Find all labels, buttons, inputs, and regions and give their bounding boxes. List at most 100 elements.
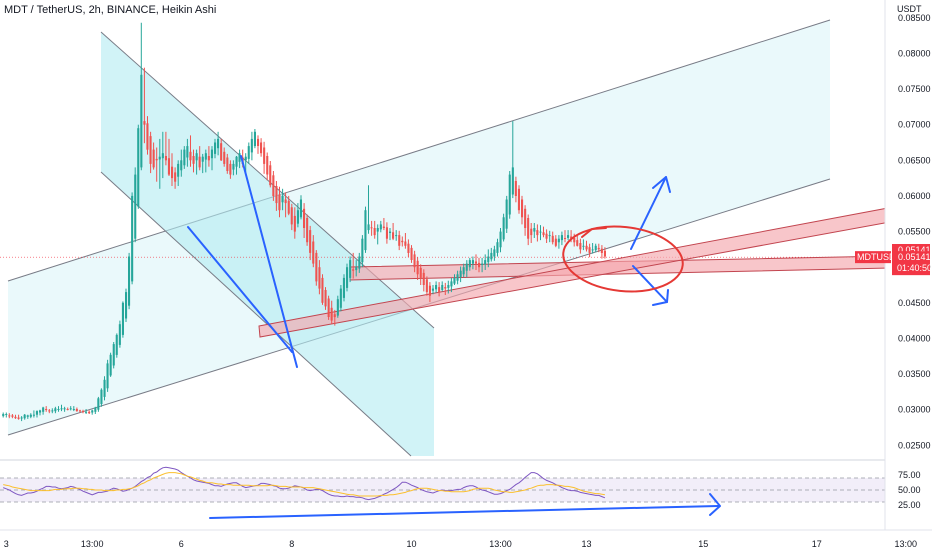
rising-channel-fill	[8, 20, 830, 435]
candle-body	[444, 287, 447, 289]
candle-body	[275, 186, 278, 204]
time-tick-label: 17	[812, 539, 822, 549]
rising-channel-top	[7, 19, 831, 282]
candle-body	[373, 228, 376, 236]
candle-body	[278, 194, 281, 211]
rsi-divergence-line	[209, 505, 719, 519]
candle-body	[392, 232, 395, 239]
candle-body	[11, 415, 14, 417]
candle-body	[321, 277, 324, 303]
rsi-ma-line	[3, 472, 605, 497]
candle-body	[91, 410, 94, 413]
rsi-divergence-arrow-head	[709, 493, 721, 516]
candle-body	[462, 267, 465, 275]
candle-body	[478, 262, 481, 268]
candle-body	[140, 74, 143, 168]
candle-body	[524, 208, 527, 228]
candle-body	[579, 243, 582, 250]
candle-body	[551, 235, 554, 243]
candle-body	[336, 299, 339, 316]
candle-body	[229, 163, 232, 175]
price-tick-label: 0.02500	[898, 440, 931, 450]
candle-body	[564, 238, 567, 239]
candle-body	[174, 172, 177, 182]
symbol-tag-label: MDTUSDT	[857, 252, 901, 262]
candle-body	[573, 238, 576, 243]
candle-body	[413, 254, 416, 268]
last-price-tag-label: 0.05141	[898, 252, 931, 262]
time-tick-label: 15	[698, 539, 708, 549]
candle-body	[72, 409, 75, 410]
candle-body	[63, 408, 66, 410]
candle-body	[207, 156, 210, 161]
overlay-layer	[187, 155, 684, 368]
candle-body	[346, 267, 349, 288]
countdown-label: 01:40:50	[897, 263, 932, 273]
candle-body	[186, 146, 189, 158]
candle-body	[600, 248, 603, 253]
rsi-tick-label: 25.00	[898, 500, 921, 510]
price-tick-label: 0.06500	[898, 155, 931, 165]
candle-body	[330, 307, 333, 321]
time-tick-label: 13	[581, 539, 591, 549]
candle-body	[180, 160, 183, 171]
candle-body	[358, 256, 361, 269]
candle-body	[481, 263, 484, 265]
price-tick-label: 0.08000	[898, 48, 931, 58]
candle-body	[468, 260, 471, 268]
candle-body	[306, 218, 309, 243]
candle-body	[250, 138, 253, 153]
candle-body	[327, 298, 330, 317]
candle-body	[125, 292, 128, 319]
candle-body	[17, 417, 20, 419]
candle-body	[398, 235, 401, 246]
candle-body	[223, 151, 226, 164]
time-tick-label: 13:00	[81, 539, 104, 549]
candle-body	[588, 247, 591, 253]
candle-body	[118, 324, 121, 345]
candle-body	[382, 226, 385, 228]
candle-body	[82, 411, 85, 413]
candle-body	[137, 128, 140, 207]
candle-body	[281, 195, 284, 203]
candle-body	[85, 411, 88, 413]
candle-body	[20, 417, 23, 419]
price-tick-label: 0.04000	[898, 333, 931, 343]
candle-body	[352, 269, 355, 271]
candle-body	[284, 199, 287, 204]
up-arrow-shaft	[630, 176, 667, 250]
candle-body	[66, 409, 69, 410]
down-arrow-head	[652, 289, 669, 306]
candle-body	[195, 153, 198, 161]
candle-body	[26, 415, 29, 417]
candle-body	[204, 153, 207, 160]
candle-body	[35, 411, 38, 415]
drawing-layer	[0, 19, 891, 457]
candle-body	[530, 228, 533, 236]
candle-body	[395, 235, 398, 237]
candle-body	[189, 151, 192, 161]
candle-body	[603, 250, 606, 257]
price-tick-label: 0.08500	[898, 13, 931, 23]
candle-body	[339, 288, 342, 308]
candle-body	[514, 181, 517, 196]
last-price-tag-bg	[892, 251, 930, 276]
time-tick-label: 6	[179, 539, 184, 549]
candle-body	[484, 260, 487, 265]
blue-wedge-line-left	[187, 226, 293, 353]
candle-body	[554, 238, 557, 246]
candle-body	[232, 163, 235, 170]
candle-body	[542, 232, 545, 236]
candle-body	[293, 215, 296, 232]
candle-body	[103, 379, 106, 397]
symbol-tag-bg	[855, 251, 891, 264]
price-tick-label: 0.07500	[898, 84, 931, 94]
candle-body	[29, 414, 32, 417]
candle-body	[131, 195, 134, 282]
candle-body	[134, 174, 137, 239]
up-arrow-head	[652, 176, 671, 193]
candle-body	[210, 149, 213, 159]
candle-body	[54, 408, 57, 412]
